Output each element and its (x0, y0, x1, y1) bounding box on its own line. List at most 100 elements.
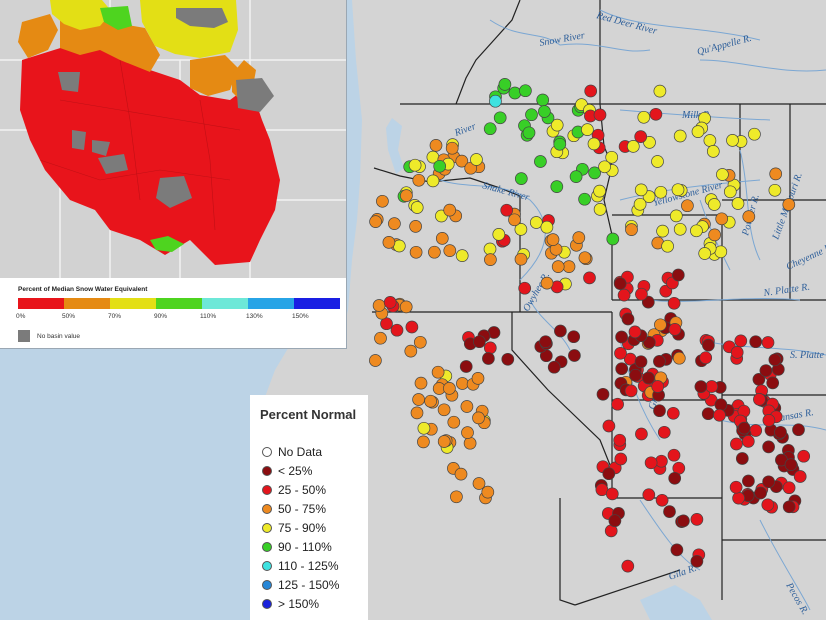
station-marker[interactable] (598, 160, 611, 174)
station-marker[interactable] (748, 127, 761, 141)
station-marker[interactable] (628, 325, 642, 339)
station-marker[interactable] (698, 247, 712, 260)
station-marker[interactable] (741, 435, 755, 448)
station-marker[interactable] (413, 335, 427, 349)
station-marker[interactable] (707, 198, 721, 211)
station-marker[interactable] (734, 334, 748, 348)
station-marker[interactable] (656, 224, 669, 238)
station-marker[interactable] (578, 192, 591, 206)
station-marker[interactable] (784, 458, 798, 471)
station-marker[interactable] (540, 220, 554, 234)
station-marker[interactable] (508, 213, 521, 227)
station-marker[interactable] (633, 197, 647, 211)
station-marker[interactable] (587, 137, 601, 151)
station-marker[interactable] (483, 341, 497, 355)
station-marker[interactable] (663, 505, 676, 518)
station-marker[interactable] (489, 94, 502, 108)
station-marker[interactable] (669, 209, 683, 223)
station-marker[interactable] (654, 185, 668, 199)
station-marker[interactable] (605, 150, 619, 164)
station-marker[interactable] (768, 353, 782, 367)
station-marker[interactable] (596, 387, 610, 401)
station-marker[interactable] (671, 183, 685, 197)
station-marker[interactable] (380, 317, 393, 331)
station-marker[interactable] (666, 406, 680, 420)
station-marker[interactable] (708, 228, 721, 242)
station-marker[interactable] (766, 376, 780, 390)
station-marker[interactable] (615, 330, 628, 344)
station-marker[interactable] (568, 349, 581, 362)
station-marker[interactable] (642, 336, 656, 349)
station-marker[interactable] (414, 376, 428, 390)
station-marker[interactable] (754, 486, 767, 500)
station-marker[interactable] (642, 371, 655, 385)
station-marker[interactable] (424, 394, 437, 408)
station-marker[interactable] (762, 414, 776, 427)
station-marker[interactable] (730, 437, 743, 451)
station-marker[interactable] (723, 185, 737, 199)
station-marker[interactable] (498, 78, 512, 91)
station-marker[interactable] (655, 493, 669, 507)
station-marker[interactable] (374, 331, 387, 345)
station-marker[interactable] (637, 110, 651, 124)
station-marker[interactable] (642, 488, 656, 502)
station-marker[interactable] (690, 513, 704, 526)
station-marker[interactable] (635, 427, 648, 441)
station-marker[interactable] (673, 222, 687, 236)
station-marker[interactable] (514, 252, 528, 266)
station-marker[interactable] (569, 170, 583, 183)
station-marker[interactable] (653, 355, 666, 368)
station-marker[interactable] (522, 126, 536, 140)
station-marker[interactable] (578, 251, 592, 265)
station-marker[interactable] (437, 403, 451, 417)
station-marker[interactable] (456, 377, 469, 390)
station-marker[interactable] (550, 118, 564, 132)
station-marker[interactable] (461, 426, 474, 439)
station-marker[interactable] (613, 433, 627, 447)
station-marker[interactable] (404, 344, 418, 358)
station-marker[interactable] (376, 194, 389, 208)
station-marker[interactable] (793, 470, 807, 483)
station-marker[interactable] (369, 215, 382, 228)
station-marker[interactable] (372, 299, 386, 312)
station-marker[interactable] (514, 223, 528, 236)
station-marker[interactable] (653, 404, 666, 418)
station-marker[interactable] (706, 145, 720, 158)
station-marker[interactable] (519, 84, 532, 98)
station-marker[interactable] (731, 197, 745, 210)
station-marker[interactable] (673, 129, 687, 143)
station-marker[interactable] (769, 167, 783, 181)
station-marker[interactable] (716, 168, 729, 181)
station-marker[interactable] (382, 236, 396, 249)
station-marker[interactable] (625, 223, 638, 236)
station-marker[interactable] (714, 398, 728, 412)
station-marker[interactable] (661, 239, 674, 253)
station-marker[interactable] (634, 355, 648, 369)
station-marker[interactable] (714, 245, 728, 259)
station-marker[interactable] (782, 198, 796, 211)
station-marker[interactable] (726, 134, 739, 147)
station-marker[interactable] (690, 554, 704, 568)
station-marker[interactable] (634, 183, 648, 197)
station-marker[interactable] (426, 174, 440, 188)
station-marker[interactable] (614, 452, 628, 466)
station-marker[interactable] (768, 183, 782, 197)
station-marker[interactable] (546, 233, 560, 246)
station-marker[interactable] (428, 245, 441, 259)
station-marker[interactable] (539, 335, 552, 349)
station-marker[interactable] (431, 365, 445, 379)
station-marker[interactable] (482, 352, 495, 365)
station-marker[interactable] (749, 335, 763, 349)
station-marker[interactable] (634, 130, 648, 143)
station-marker[interactable] (547, 360, 561, 374)
station-marker[interactable] (455, 249, 469, 262)
station-marker[interactable] (500, 203, 514, 217)
station-marker[interactable] (635, 287, 648, 301)
station-marker[interactable] (484, 253, 497, 266)
station-marker[interactable] (668, 323, 682, 336)
station-marker[interactable] (409, 220, 422, 233)
station-marker[interactable] (654, 318, 667, 332)
station-marker[interactable] (454, 467, 468, 481)
station-marker[interactable] (572, 231, 586, 244)
station-marker[interactable] (735, 452, 749, 465)
